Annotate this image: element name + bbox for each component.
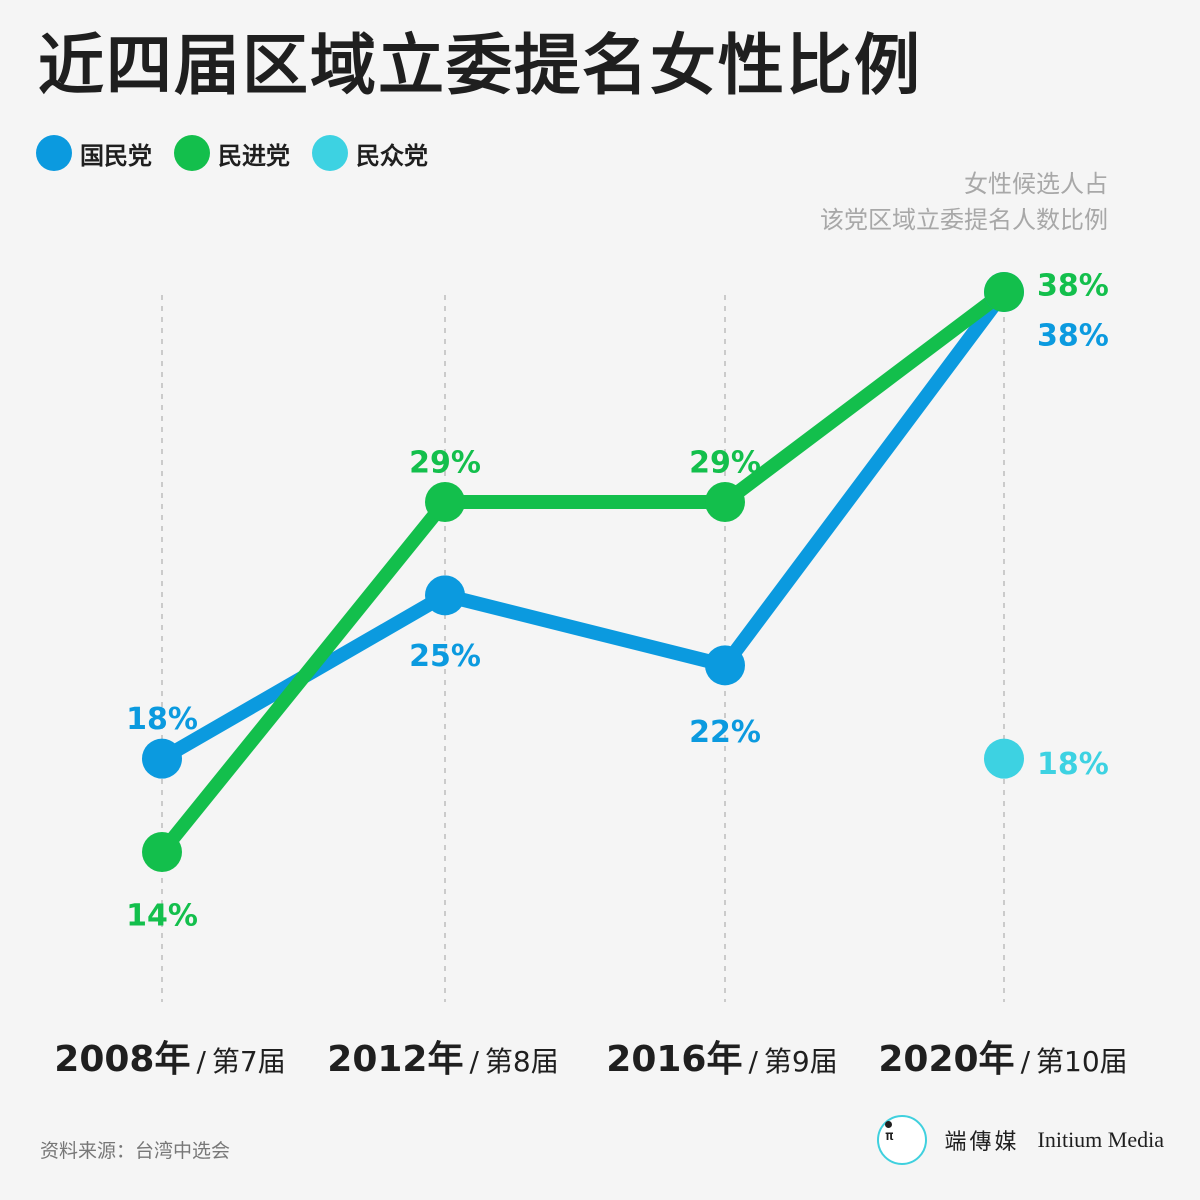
data-label-民众党-2020: 18% (1037, 747, 1109, 782)
legend: 国民党 民进党 民众党 (36, 135, 428, 171)
data-label-国民党-2016: 22% (689, 715, 761, 750)
data-label-国民党-2008: 18% (126, 702, 198, 737)
x-label-2012: 2012年 / 第8届 (327, 1030, 558, 1082)
x-sep-2012: / (469, 1045, 479, 1078)
legend-label-dpp: 民进党 (218, 141, 290, 170)
x-sep-2008: / (196, 1045, 206, 1078)
data-point-国民党-2012 (425, 575, 465, 616)
x-sep-2020: / (1020, 1045, 1030, 1078)
data-label-民进党-2016: 29% (689, 446, 761, 481)
x-term-2012: 第8届 (484, 1045, 559, 1078)
x-term-2020: 第10届 (1036, 1045, 1128, 1078)
logo-glyph: π (885, 1129, 894, 1144)
legend-item-tpp: 民众党 (312, 135, 428, 171)
x-year-2016: 2016年 (606, 1039, 743, 1080)
data-point-国民党-2016 (705, 645, 745, 686)
x-year-2020: 2020年 (878, 1039, 1015, 1080)
data-label-民进党-2008: 14% (126, 899, 198, 934)
data-label-国民党-2012: 25% (409, 639, 481, 674)
brand-name-en: Initium Media (1037, 1127, 1164, 1152)
legend-swatch-tpp (312, 135, 348, 171)
data-point-民进党-2008 (142, 832, 182, 872)
initium-logo-icon: π (876, 1115, 927, 1165)
brand-name-cn: 端傳媒 (944, 1130, 1020, 1155)
x-label-2020: 2020年 / 第10届 (878, 1030, 1127, 1082)
chart-note-line1: 女性候选人占 (964, 170, 1108, 198)
chart-note-line2: 该党区域立委提名人数比例 (820, 206, 1108, 234)
legend-item-kmt: 国民党 (36, 135, 152, 171)
legend-swatch-kmt (36, 135, 72, 171)
x-label-2016: 2016年 / 第9届 (606, 1030, 837, 1082)
data-point-民进党-2020 (984, 272, 1024, 312)
legend-item-dpp: 民进党 (174, 135, 290, 171)
data-label-民进党-2020: 38% (1037, 269, 1109, 304)
data-label-民进党-2012: 29% (409, 446, 481, 481)
data-point-民进党-2012 (425, 482, 465, 522)
data-point-民众党-2020 (984, 738, 1024, 779)
chart-note: 女性候选人占 该党区域立委提名人数比例 (820, 166, 1108, 238)
data-point-国民党-2008 (142, 738, 182, 779)
x-year-2012: 2012年 (327, 1039, 464, 1080)
brand: π 端傳媒 Initium Media (876, 1115, 1164, 1165)
x-sep-2016: / (748, 1045, 758, 1078)
source-note: 资料来源：台湾中选会 (40, 1140, 231, 1162)
x-term-2016: 第9届 (763, 1045, 838, 1078)
series-line-民进党 (155, 285, 1011, 859)
x-year-2008: 2008年 (54, 1039, 191, 1080)
x-term-2008: 第7届 (211, 1045, 286, 1078)
legend-label-tpp: 民众党 (356, 141, 428, 170)
data-point-民进党-2016 (705, 482, 745, 522)
legend-swatch-dpp (174, 135, 210, 171)
x-label-2008: 2008年 / 第7届 (54, 1030, 285, 1082)
data-label-国民党-2020: 38% (1037, 319, 1109, 354)
chart-title: 近四届区域立委提名女性比例 (38, 27, 922, 104)
legend-label-kmt: 国民党 (80, 141, 152, 170)
